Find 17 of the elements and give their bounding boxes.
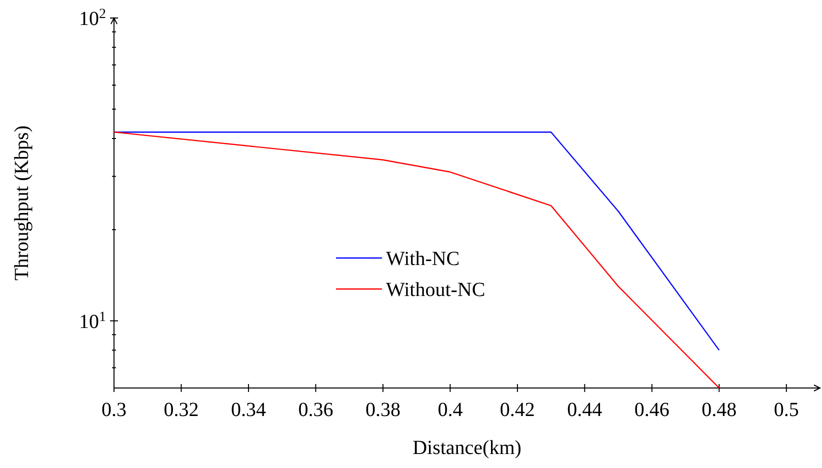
x-tick-label: 0.4 [438, 399, 463, 421]
x-tick-label: 0.3 [102, 399, 126, 421]
x-tick-label: 0.32 [164, 399, 199, 421]
x-tick-label: 0.38 [365, 399, 400, 421]
y-tick-label: 10$^{2}$ [79, 6, 106, 30]
y-tick-label: 10$^{1}$ [79, 309, 106, 333]
y-axis-title: Throughput (Kbps) [11, 126, 33, 280]
x-tick-label: 0.36 [298, 399, 334, 421]
x-tick-label: 0.46 [634, 399, 670, 421]
x-tick-label: 0.5 [774, 399, 799, 421]
x-tick-label: 0.34 [230, 399, 266, 421]
x-tick-label: 0.42 [500, 399, 535, 421]
x-axis-title: Distance(km) [412, 437, 522, 459]
legend-label: Without-NC [386, 279, 486, 301]
x-tick-label: 0.48 [702, 399, 737, 421]
x-tick-label: 0.44 [567, 399, 602, 421]
legend-label: With-NC [386, 248, 460, 270]
